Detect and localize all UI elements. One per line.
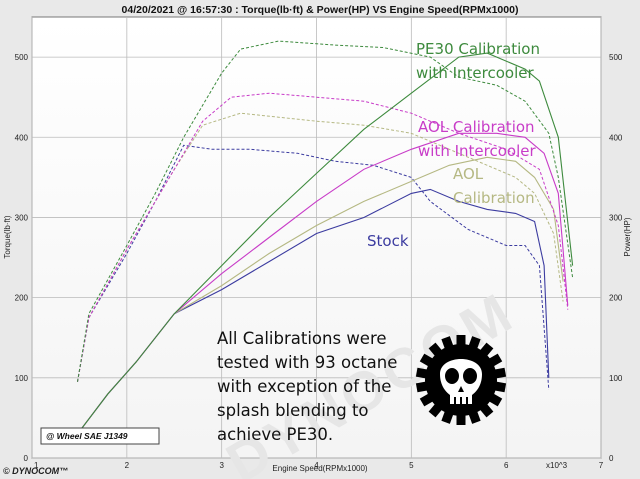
y-left-tick-label: 400 (15, 133, 29, 142)
annotation-note: All Calibrations were tested with 93 oct… (217, 329, 397, 444)
torque-line-aol-calibration (77, 112, 564, 382)
label-stock: Stock (367, 232, 409, 250)
x-tick-label: 2 (125, 461, 130, 470)
label-pe30-line1: PE30 Calibration (416, 40, 540, 58)
label-pe30-line2: with Intercooler (416, 64, 534, 82)
y-right-tick-label: 100 (609, 374, 623, 383)
label-aol-ic-line1: AOL Calibration (418, 118, 535, 136)
x-tick-label: 5 (409, 461, 414, 470)
x-tick-label: 3 (219, 461, 224, 470)
torque-line-aol-calibration-with-intercooler (77, 92, 569, 382)
y-right-tick-label: 400 (609, 133, 623, 142)
y-left-tick-label: 0 (24, 454, 29, 463)
annotation-line-1: All Calibrations were (217, 329, 387, 348)
annotation-line-5: achieve PE30. (217, 425, 333, 444)
y-right-tick-label: 500 (609, 53, 623, 62)
y-left-tick-labels: 0 100 200 300 400 500 (15, 53, 29, 463)
annotation-line-3: with exception of the (217, 377, 391, 396)
series-labels: PE30 Calibration with Intercooler AOL Ca… (367, 40, 540, 250)
y-right-tick-label: 0 (609, 454, 614, 463)
x-tick-label: 4 (314, 461, 319, 470)
wheel-label-box (40, 427, 160, 445)
grid-lines (31, 17, 602, 459)
label-aol-line1: AOL (453, 165, 484, 183)
skull-gear-icon (415, 335, 507, 425)
y-left-axis-label: Torque(lb·ft) (3, 215, 12, 258)
x-axis-label: Engine Speed(RPMx1000) (272, 464, 368, 473)
x-tick-label: 1 (34, 461, 39, 470)
x-tick-label: 6 (504, 461, 509, 470)
y-right-axis-label: Power(HP) (623, 217, 632, 256)
x-tick-labels: 2 3 4 5 6 7 1 (34, 461, 604, 470)
gear-tooth (456, 413, 466, 425)
chart-title: 04/20/2021 @ 16:57:30 : Torque(lb·ft) & … (122, 4, 519, 16)
dynocom-logo: © DYNOCOM™ (3, 466, 68, 476)
y-left-tick-label: 500 (15, 53, 29, 62)
wheel-label: @ Wheel SAE J1349 (46, 431, 128, 441)
annotation-line-2: tested with 93 octane (217, 353, 397, 372)
x-tick-label: 7 (599, 461, 604, 470)
label-aol-ic-line2: with Intercooler (418, 142, 536, 160)
y-left-tick-label: 300 (15, 213, 29, 222)
series-layer (77, 40, 574, 435)
torque-line-pe30-calibration-with-intercooler (77, 40, 574, 382)
power-line-pe30-calibration-with-intercooler (77, 52, 574, 435)
y-right-tick-labels: 0 100 200 300 400 500 (609, 53, 623, 463)
gear-tooth (456, 335, 466, 347)
y-right-tick-label: 200 (609, 294, 623, 303)
y-left-tick-label: 200 (15, 294, 29, 303)
torque-line-stock (77, 144, 550, 390)
label-aol-line2: Calibration (453, 189, 535, 207)
annotation-line-4: splash blending to (217, 401, 369, 420)
y-right-tick-label: 300 (609, 213, 623, 222)
y-left-tick-label: 100 (15, 374, 29, 383)
x-axis-unit: x10^3 (546, 461, 568, 470)
